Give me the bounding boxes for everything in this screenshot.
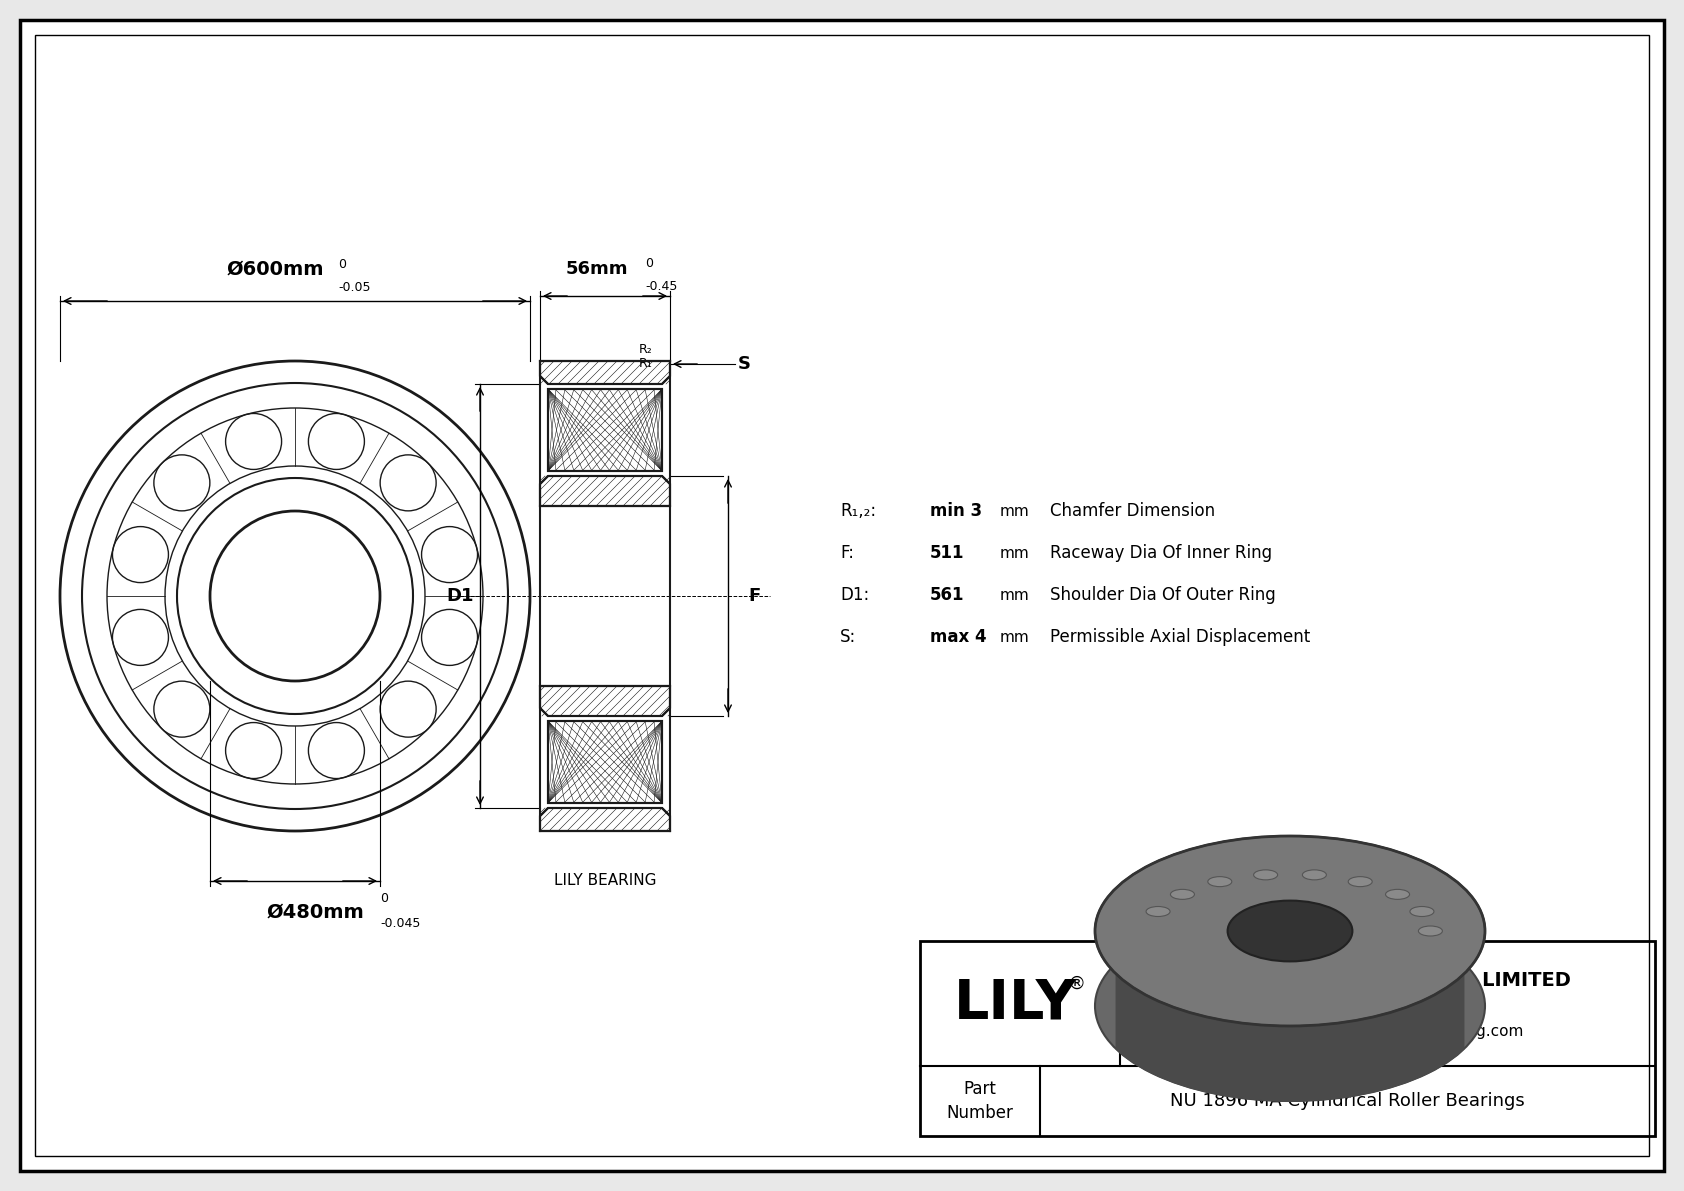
Text: -0.45: -0.45	[645, 280, 677, 293]
Polygon shape	[547, 721, 662, 803]
Text: D1: D1	[446, 587, 473, 605]
Text: D1:: D1:	[840, 586, 869, 604]
Text: 56mm: 56mm	[566, 260, 628, 278]
Text: Part
Number: Part Number	[946, 1079, 1014, 1122]
Text: 0: 0	[645, 257, 653, 270]
Text: mm: mm	[1000, 504, 1029, 518]
Text: S: S	[738, 355, 751, 373]
Text: -0.05: -0.05	[338, 281, 370, 294]
Ellipse shape	[1410, 906, 1435, 917]
Text: Chamfer Dimension: Chamfer Dimension	[1051, 501, 1216, 520]
Text: -0.045: -0.045	[381, 917, 421, 930]
Text: Raceway Dia Of Inner Ring: Raceway Dia Of Inner Ring	[1051, 544, 1271, 562]
Text: Ø480mm: Ø480mm	[266, 903, 364, 922]
Ellipse shape	[1207, 877, 1231, 886]
Polygon shape	[547, 389, 662, 470]
Text: LILY: LILY	[953, 977, 1076, 1030]
Ellipse shape	[1147, 906, 1170, 917]
Text: NU 1896 MA Cylindrical Roller Bearings: NU 1896 MA Cylindrical Roller Bearings	[1170, 1092, 1526, 1110]
Polygon shape	[1116, 974, 1463, 1100]
Ellipse shape	[1253, 869, 1278, 880]
Text: R₁: R₁	[638, 357, 652, 370]
Text: S:: S:	[840, 628, 855, 646]
Polygon shape	[541, 807, 670, 831]
Text: max 4: max 4	[930, 628, 987, 646]
Text: 511: 511	[930, 544, 965, 562]
Text: R₁,₂:: R₁,₂:	[840, 501, 876, 520]
Text: LILY BEARING: LILY BEARING	[554, 873, 657, 888]
Bar	[919, 941, 1655, 1136]
Text: mm: mm	[1000, 545, 1029, 561]
Text: Email: lilybearing@lily-bearing.com: Email: lilybearing@lily-bearing.com	[1251, 1023, 1524, 1039]
Polygon shape	[1116, 836, 1463, 962]
Ellipse shape	[1302, 869, 1327, 880]
Text: F:: F:	[840, 544, 854, 562]
Ellipse shape	[1095, 911, 1485, 1100]
Text: F: F	[748, 587, 759, 605]
Ellipse shape	[1349, 877, 1372, 886]
Text: min 3: min 3	[930, 501, 982, 520]
Text: Ø600mm: Ø600mm	[226, 260, 323, 279]
Text: mm: mm	[1000, 630, 1029, 644]
Ellipse shape	[1228, 900, 1352, 961]
Text: mm: mm	[1000, 587, 1029, 603]
Polygon shape	[541, 476, 670, 506]
Ellipse shape	[1170, 890, 1194, 899]
Text: ®: ®	[1068, 974, 1084, 992]
Text: Permissible Axial Displacement: Permissible Axial Displacement	[1051, 628, 1310, 646]
Text: R₂: R₂	[638, 343, 652, 356]
Text: SHANGHAI LILY BEARING LIMITED: SHANGHAI LILY BEARING LIMITED	[1204, 972, 1571, 991]
Text: 561: 561	[930, 586, 965, 604]
Text: Shoulder Dia Of Outer Ring: Shoulder Dia Of Outer Ring	[1051, 586, 1276, 604]
Text: 0: 0	[338, 258, 345, 272]
Ellipse shape	[1095, 836, 1485, 1025]
Text: 0: 0	[381, 892, 387, 905]
Ellipse shape	[1386, 890, 1410, 899]
Polygon shape	[541, 361, 670, 384]
Polygon shape	[541, 686, 670, 716]
Ellipse shape	[1418, 925, 1443, 936]
